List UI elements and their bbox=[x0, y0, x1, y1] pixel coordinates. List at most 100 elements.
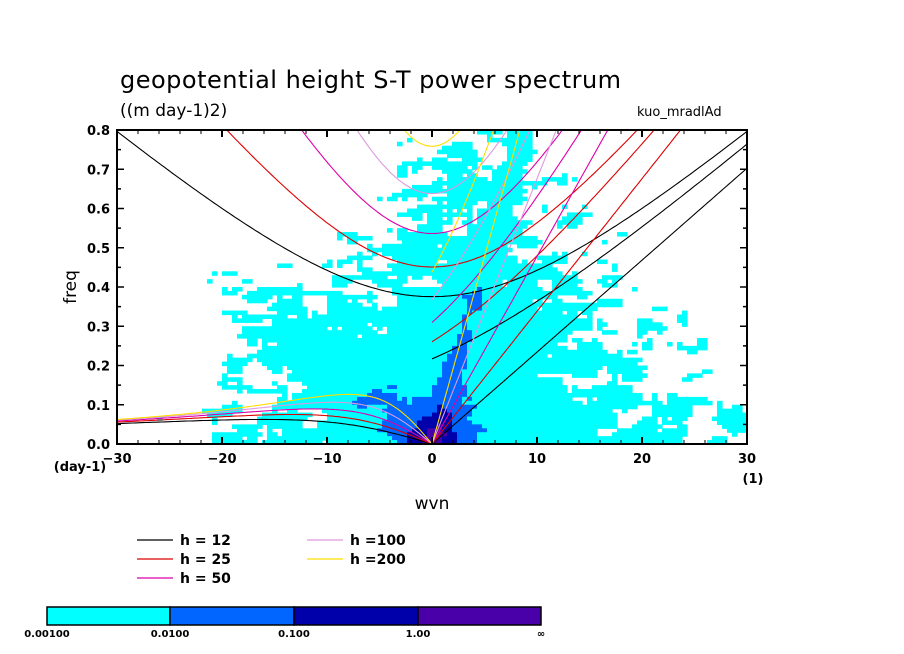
field-cell bbox=[467, 385, 473, 390]
field-cell bbox=[487, 204, 493, 210]
field-cell bbox=[272, 349, 278, 355]
field-cell bbox=[237, 365, 243, 371]
field-cell bbox=[477, 302, 483, 308]
field-cell bbox=[482, 220, 488, 225]
field-cell bbox=[272, 357, 278, 363]
field-cell bbox=[502, 373, 508, 378]
field-cell bbox=[297, 432, 303, 437]
field-cell bbox=[417, 310, 423, 316]
field-cell bbox=[217, 436, 223, 441]
field-cell bbox=[572, 279, 578, 284]
field-cell bbox=[437, 377, 443, 382]
field-cell bbox=[387, 404, 393, 410]
field-cell bbox=[507, 322, 513, 327]
field-cell bbox=[252, 440, 258, 444]
field-cell bbox=[397, 361, 403, 367]
field-cell bbox=[507, 137, 513, 143]
field-cell bbox=[617, 385, 623, 390]
field-cell bbox=[712, 440, 718, 444]
field-cell bbox=[452, 392, 458, 398]
field-cell bbox=[727, 416, 733, 422]
field-cell bbox=[512, 287, 518, 292]
field-cell bbox=[222, 287, 228, 292]
field-cell bbox=[397, 373, 403, 378]
field-cell bbox=[357, 436, 363, 441]
field-cell bbox=[442, 377, 448, 382]
field-cell bbox=[497, 369, 503, 374]
field-cell bbox=[372, 306, 378, 312]
field-cell bbox=[262, 287, 268, 292]
field-cell bbox=[417, 392, 423, 398]
field-cell bbox=[377, 404, 383, 410]
field-cell bbox=[522, 283, 528, 288]
field-cell bbox=[557, 181, 563, 186]
field-cell bbox=[487, 298, 493, 304]
field-cell bbox=[457, 153, 463, 159]
field-cell bbox=[547, 416, 553, 422]
field-cell bbox=[502, 436, 508, 441]
field-cell bbox=[317, 349, 323, 355]
field-cell bbox=[232, 404, 238, 410]
field-cell bbox=[592, 341, 598, 347]
curve-er-h50 bbox=[117, 408, 433, 444]
field-cell bbox=[352, 322, 358, 327]
field-cell bbox=[472, 235, 478, 241]
y-axis-title: freq bbox=[61, 270, 81, 304]
field-cell bbox=[307, 326, 313, 331]
field-cell bbox=[452, 283, 458, 288]
field-cell bbox=[522, 271, 528, 276]
field-cell bbox=[232, 290, 238, 296]
field-cell bbox=[417, 255, 423, 261]
field-cell bbox=[457, 255, 463, 261]
field-cell bbox=[492, 208, 498, 214]
field-cell bbox=[452, 416, 458, 422]
field-cell bbox=[287, 326, 293, 331]
field-cell bbox=[412, 169, 418, 174]
field-cell bbox=[677, 314, 683, 319]
field-cell bbox=[252, 298, 258, 304]
field-cell bbox=[442, 369, 448, 374]
field-cell bbox=[272, 306, 278, 312]
field-cell bbox=[387, 310, 393, 316]
field-cell bbox=[447, 334, 453, 339]
field-cell bbox=[317, 314, 323, 319]
field-cell bbox=[332, 338, 338, 343]
field-cell bbox=[547, 408, 553, 414]
field-cell bbox=[367, 341, 373, 347]
field-cell bbox=[427, 357, 433, 363]
field-cell bbox=[347, 404, 353, 410]
field-cell bbox=[287, 420, 293, 425]
field-cell bbox=[247, 432, 253, 437]
field-cell bbox=[392, 396, 398, 402]
field-cell bbox=[342, 392, 348, 398]
field-cell bbox=[572, 412, 578, 418]
field-cell bbox=[392, 357, 398, 363]
field-cell bbox=[627, 389, 633, 394]
field-cell bbox=[492, 322, 498, 327]
field-cell bbox=[692, 400, 698, 406]
curve-ig-h25 bbox=[226, 130, 639, 268]
field-cell bbox=[237, 377, 243, 382]
field-cell bbox=[342, 314, 348, 319]
field-cell bbox=[527, 392, 533, 398]
field-cell bbox=[492, 404, 498, 410]
field-cell bbox=[512, 396, 518, 402]
field-cell bbox=[497, 263, 503, 268]
field-cell bbox=[502, 259, 508, 265]
field-cell bbox=[362, 322, 368, 327]
field-cell bbox=[357, 412, 363, 418]
field-cell bbox=[507, 349, 513, 355]
field-cell bbox=[287, 263, 293, 268]
field-cell bbox=[252, 294, 258, 300]
field-cell bbox=[507, 141, 513, 147]
field-cell bbox=[462, 369, 468, 374]
field-cell bbox=[502, 216, 508, 221]
field-cell bbox=[297, 290, 303, 296]
field-cell bbox=[307, 322, 313, 327]
field-cell bbox=[517, 314, 523, 319]
field-cell bbox=[227, 357, 233, 363]
field-cell bbox=[457, 416, 463, 422]
field-cell bbox=[537, 338, 543, 343]
field-cell bbox=[397, 436, 403, 441]
field-cell bbox=[312, 353, 318, 359]
